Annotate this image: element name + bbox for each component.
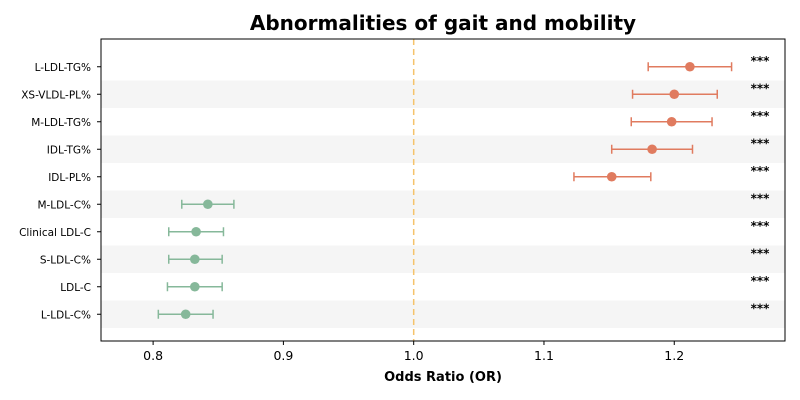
or-point (666, 116, 677, 127)
or-point (669, 89, 680, 100)
or-point (190, 281, 200, 292)
or-point (191, 226, 201, 237)
plot-frame (100, 38, 786, 342)
significance-label: *** (751, 54, 771, 68)
significance-label: *** (751, 81, 771, 95)
x-tick-label: 1.2 (664, 348, 684, 363)
x-tick-label: 0.8 (143, 348, 163, 363)
x-tick-label: 0.9 (273, 348, 293, 363)
significance-label: *** (751, 109, 771, 123)
y-axis: L-LDL-TG% XS-VLDL-PL% M-LDL-TG% IDL-TG% IDL-… (19, 62, 101, 321)
y-tick-label: M-LDL-C% (37, 199, 91, 211)
significance-label: *** (751, 274, 771, 288)
significance-label: *** (751, 136, 771, 150)
y-tick-label: IDL-PL% (48, 172, 91, 184)
chart-title: Abnormalities of gait and mobility (250, 11, 636, 35)
significance-labels: *** *** *** *** *** *** *** *** *** *** (751, 54, 771, 316)
or-point (647, 144, 657, 155)
significance-label: *** (751, 164, 771, 178)
x-axis: 0.8 0.9 1.0 1.1 1.2 (143, 341, 684, 363)
or-point (180, 309, 191, 320)
significance-label: *** (751, 191, 771, 205)
y-tick-label: LDL-C (60, 282, 91, 294)
y-tick-label: L-LDL-C% (41, 309, 91, 321)
or-point (606, 171, 617, 182)
significance-label: *** (751, 246, 771, 260)
y-tick-label: Clinical LDL-C (19, 227, 91, 239)
significance-label: *** (751, 219, 771, 233)
y-tick-label: XS-VLDL-PL% (21, 89, 91, 101)
x-tick-label: 1.1 (534, 348, 554, 363)
or-point (203, 199, 213, 210)
x-axis-label: Odds Ratio (OR) (384, 370, 502, 385)
y-tick-label: IDL-TG% (47, 144, 91, 156)
significance-label: *** (751, 301, 771, 315)
odds-ratio-points (180, 61, 695, 320)
x-tick-label: 1.0 (404, 348, 424, 363)
y-tick-label: M-LDL-TG% (31, 117, 91, 129)
or-point (190, 254, 200, 265)
y-tick-label: L-LDL-TG% (35, 62, 91, 74)
y-tick-label: S-LDL-C% (40, 254, 91, 266)
row-band (101, 300, 785, 328)
or-point (685, 61, 695, 72)
